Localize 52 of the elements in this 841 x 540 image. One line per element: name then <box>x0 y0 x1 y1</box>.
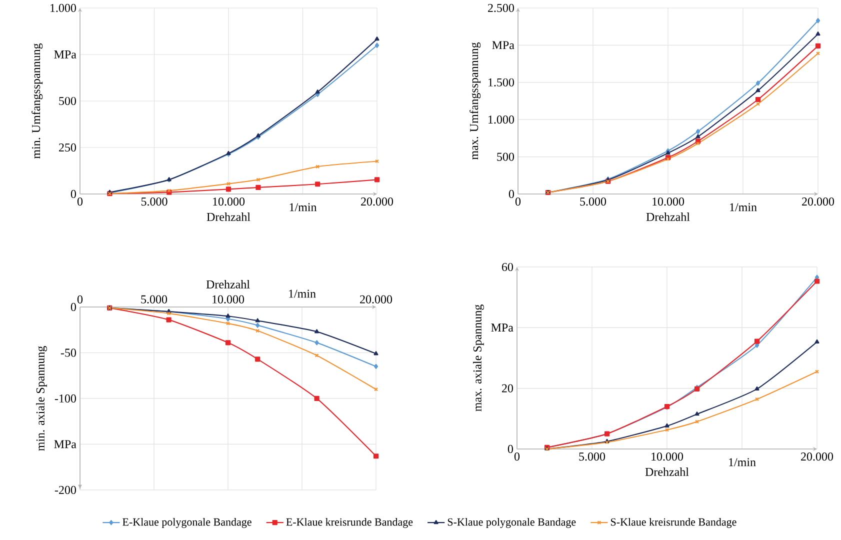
x-tick-label: 20.000 <box>801 452 834 461</box>
x-axis-title: Drehzahl <box>646 212 690 221</box>
x-tick-label: 10.000 <box>213 198 245 206</box>
x-tick-label: 20.000 <box>361 198 394 206</box>
text: 1/min <box>290 203 317 212</box>
x-axis-title: Drehzahl <box>206 212 250 221</box>
y-tick-label: 500 <box>59 96 76 106</box>
x-tick-label: 0 <box>77 198 83 206</box>
legend-label: E-Klaue polygonale Bandage <box>122 518 252 528</box>
y-tick-label: 250 <box>59 143 76 152</box>
y-tick-label: MPa <box>491 324 514 332</box>
y-tick-label: 0 <box>508 190 514 198</box>
x-tick-label: 10.000 <box>652 198 684 206</box>
text: 1/min <box>730 203 757 212</box>
x-tick-label: 10.000 <box>212 295 244 304</box>
x-tick-label: 20.000 <box>802 198 834 206</box>
y-axis-title: max. Umfangsspannung <box>470 42 481 160</box>
y-axis-title: max. axiale Spannung <box>473 304 484 412</box>
legend-label: S-Klaue kreisrunde Bandage <box>610 518 736 528</box>
legend-label: E-Klaue kreisrunde Bandage <box>286 518 413 528</box>
y-tick-label: 0 <box>70 302 76 312</box>
y-tick-label: 1.500 <box>488 78 514 86</box>
y-tick-label: -200 <box>54 486 76 494</box>
y-tick-label: MPa <box>54 440 76 448</box>
x-tick-label: 0 <box>514 452 520 461</box>
y-axis-title: min. axiale Spannung <box>36 346 47 451</box>
x-tick-label: 5.000 <box>580 198 606 206</box>
y-tick-label: 1.000 <box>50 4 76 12</box>
y-tick-label: 0 <box>70 190 76 198</box>
y-axis-title: min. Umfangsspannung <box>32 43 43 159</box>
x-axis-title: Drehzahl <box>206 280 250 288</box>
text: 1/min <box>289 290 316 298</box>
y-tick-label: MPa <box>54 50 76 58</box>
text: 1/min <box>729 458 756 466</box>
x-tick-label: 5.000 <box>141 198 168 206</box>
x-tick-label: 0 <box>515 198 521 206</box>
y-tick-label: 2.500 <box>488 4 514 12</box>
y-tick-label: 20 <box>502 384 514 392</box>
x-tick-label: 0 <box>77 295 83 304</box>
x-tick-label: 20.000 <box>360 295 392 304</box>
y-tick-label: 0 <box>508 444 514 454</box>
x-tick-label: 5.000 <box>141 295 168 304</box>
y-tick-label: -50 <box>60 348 76 357</box>
x-axis-title: Drehzahl <box>645 468 689 476</box>
y-tick-label: 60 <box>502 262 514 272</box>
x-tick-label: 10.000 <box>652 452 684 461</box>
x-tick-label: 5.000 <box>579 452 606 461</box>
y-tick-label: MPa <box>492 41 514 50</box>
legend-label: S-Klaue polygonale Bandage <box>448 518 576 528</box>
y-tick-label: 1.000 <box>488 116 514 124</box>
y-tick-label: -100 <box>54 394 76 403</box>
y-tick-label: 500 <box>497 152 514 161</box>
